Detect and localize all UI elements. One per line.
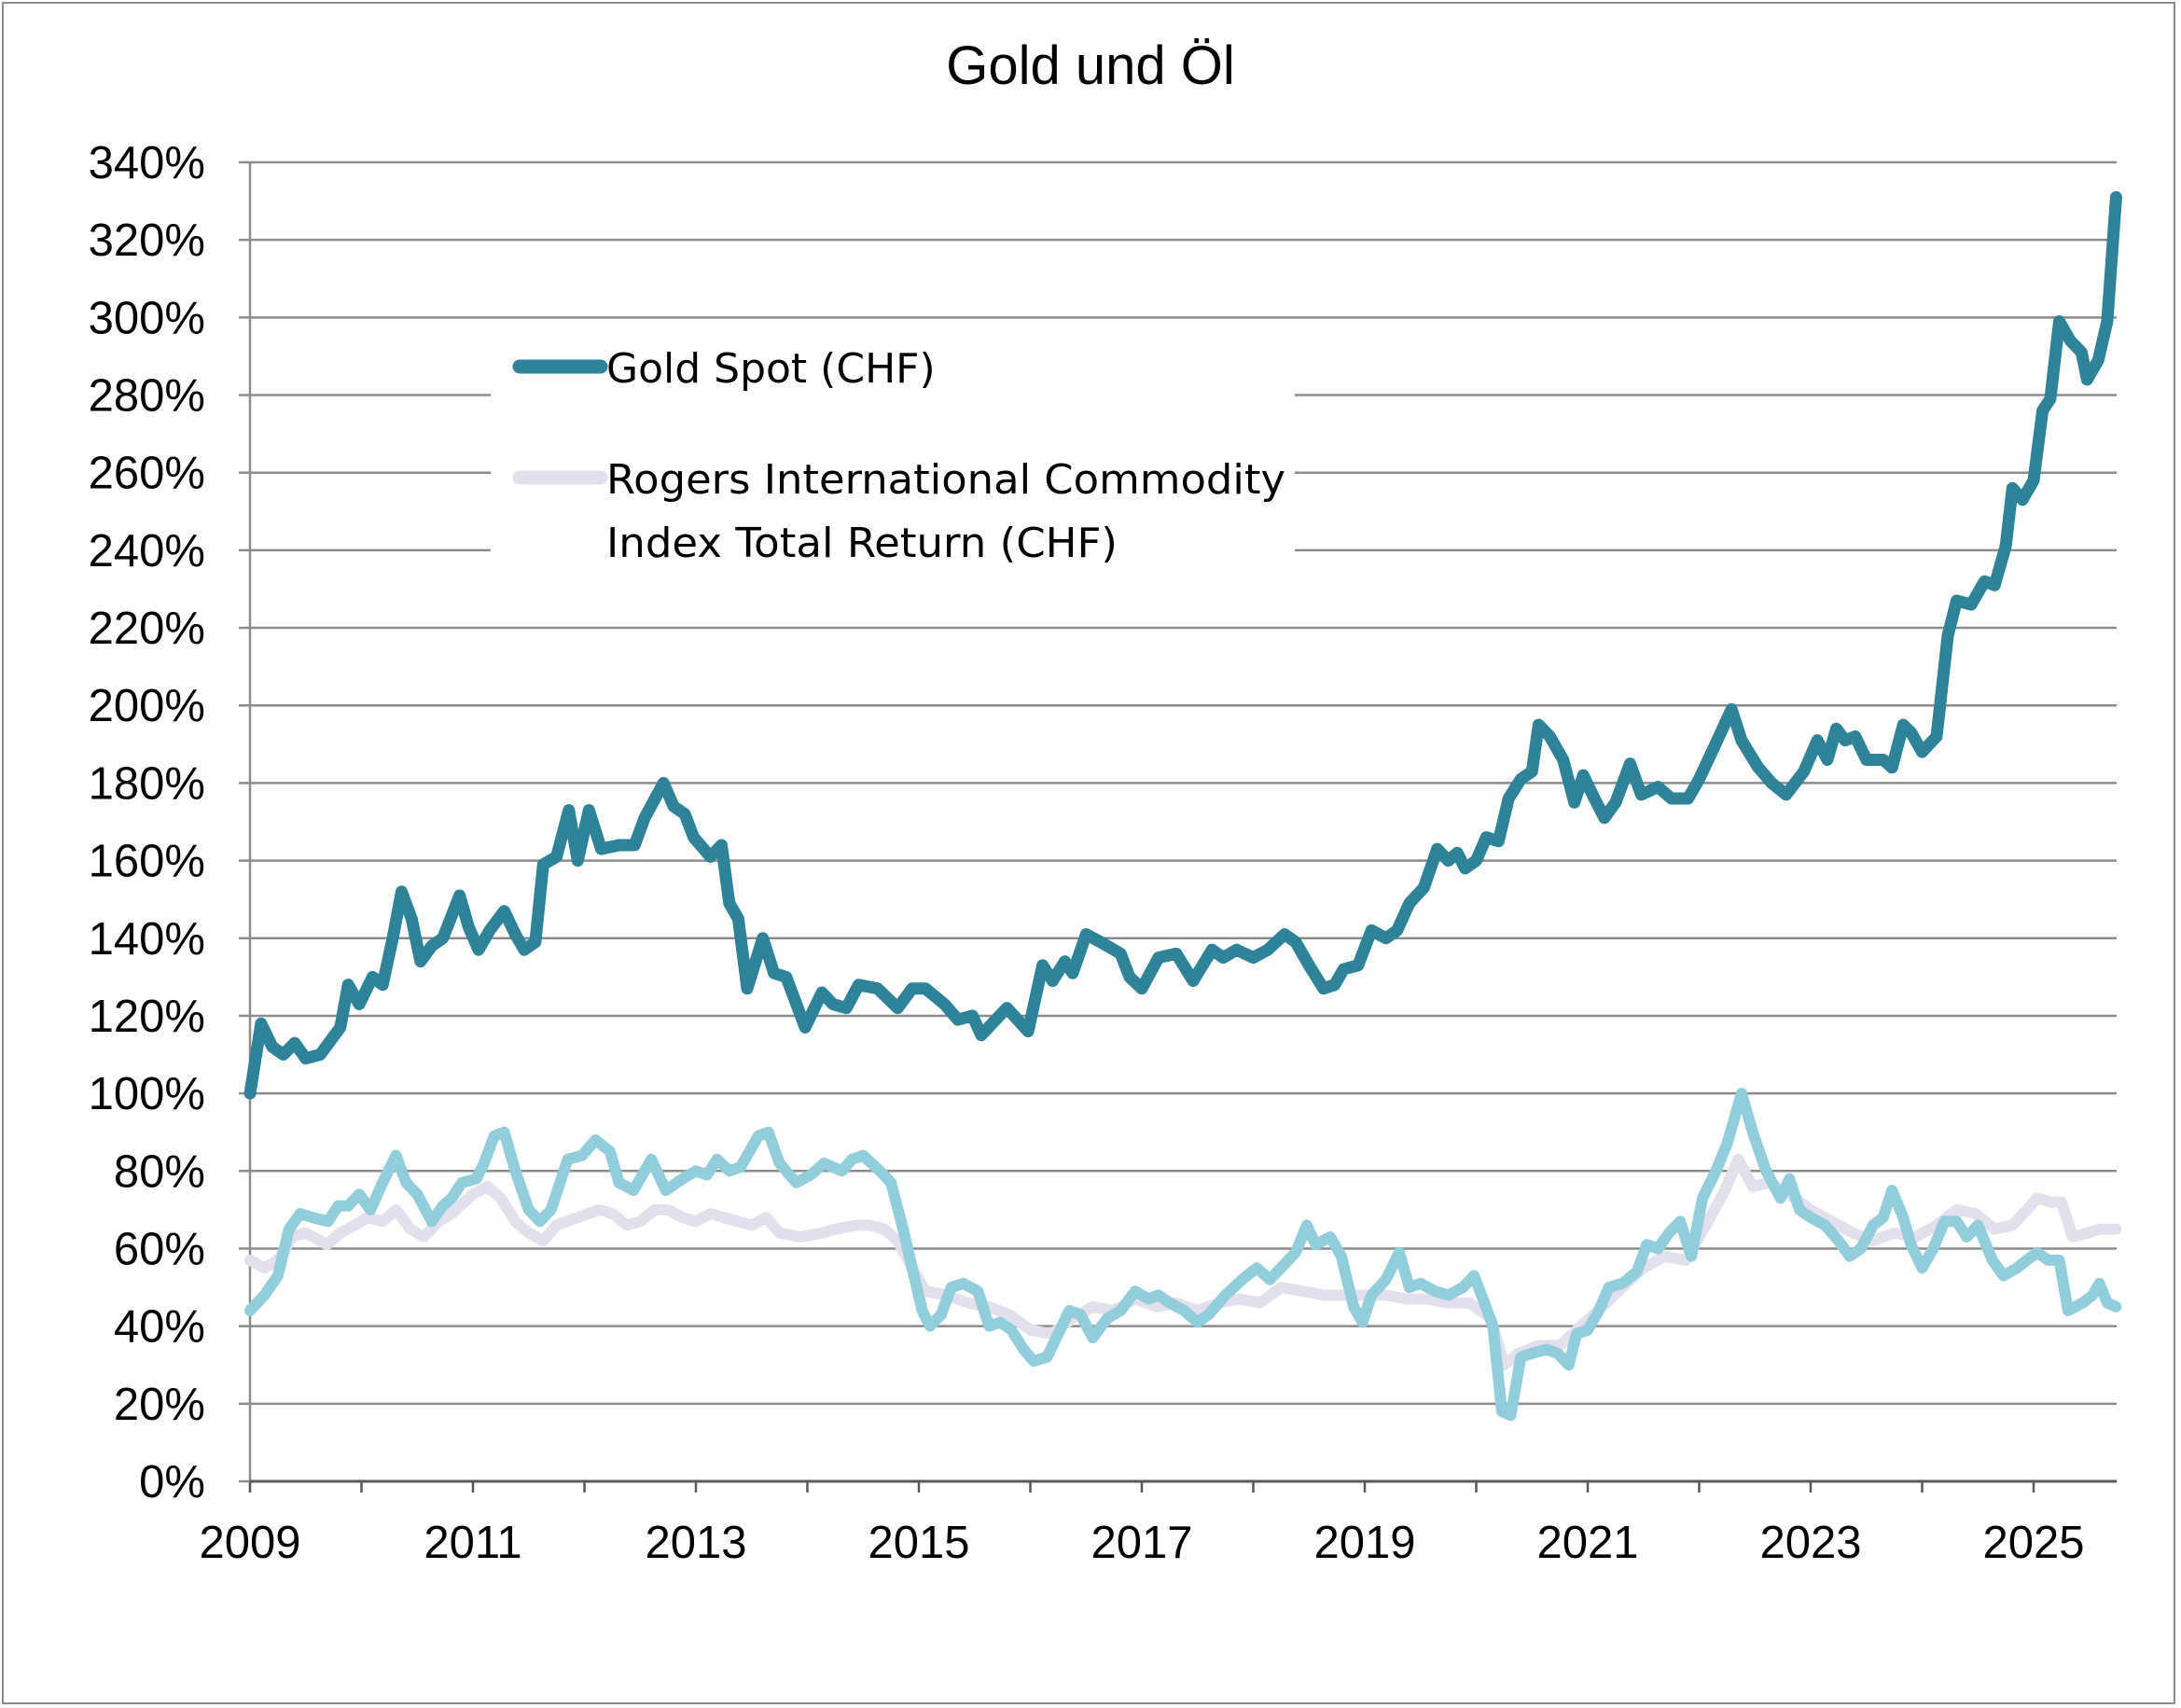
oil-line xyxy=(244,1088,2122,1422)
y-tick-label: 280% xyxy=(89,371,205,422)
x-tick-label: 2017 xyxy=(1090,1518,1192,1568)
y-tick-label: 40% xyxy=(114,1302,205,1353)
y-tick-label: 20% xyxy=(114,1380,205,1430)
y-tick-label: 140% xyxy=(89,914,205,965)
y-tick-label: 260% xyxy=(89,449,205,499)
legend-background xyxy=(491,331,1295,560)
y-tick-label: 0% xyxy=(139,1457,205,1507)
legend: Gold Spot (CHF) Rogers International Com… xyxy=(491,331,1295,567)
y-tick-label: 240% xyxy=(89,526,205,576)
y-tick-label: 120% xyxy=(89,992,205,1042)
y-tick-label: 80% xyxy=(114,1146,205,1197)
y-tick-label: 180% xyxy=(89,758,205,809)
y-tick-label: 60% xyxy=(114,1224,205,1274)
x-tick-label: 2023 xyxy=(1759,1518,1861,1568)
rogers-index-line xyxy=(244,1153,2122,1371)
y-tick-label: 320% xyxy=(89,215,205,266)
y-tick-label: 100% xyxy=(89,1069,205,1119)
legend-label-gold: Gold Spot (CHF) xyxy=(606,345,936,393)
y-axis-labels: 0% 20% 40% 60% 80% 100% 120% 140% 160% 180% 200% 22… xyxy=(89,138,205,1507)
x-tick-label: 2021 xyxy=(1536,1518,1638,1568)
series-lines xyxy=(243,190,2122,1422)
y-tick-label: 300% xyxy=(89,293,205,343)
legend-label-rogers-line2: Index Total Return (CHF) xyxy=(606,520,1118,567)
legend-label-rogers-line1: Rogers International Commodity xyxy=(606,456,1285,504)
x-tick-label: 2019 xyxy=(1313,1518,1415,1568)
x-tick-label: 2009 xyxy=(199,1518,300,1568)
chart-title: Gold und Öl xyxy=(946,35,1235,96)
x-tick-label: 2025 xyxy=(1982,1518,2084,1568)
y-tick-label: 340% xyxy=(89,138,205,188)
x-tick-label: 2015 xyxy=(868,1518,969,1568)
gold-spot-line xyxy=(243,190,2122,1100)
x-tick-label: 2011 xyxy=(424,1518,521,1568)
x-tick-label: 2013 xyxy=(645,1518,746,1568)
x-axis: 2009 2011 2013 2015 2017 2019 2021 2023 2025 xyxy=(199,162,2117,1568)
y-tick-label: 220% xyxy=(89,604,205,654)
y-tick-label: 200% xyxy=(89,681,205,731)
y-tick-label: 160% xyxy=(89,837,205,887)
